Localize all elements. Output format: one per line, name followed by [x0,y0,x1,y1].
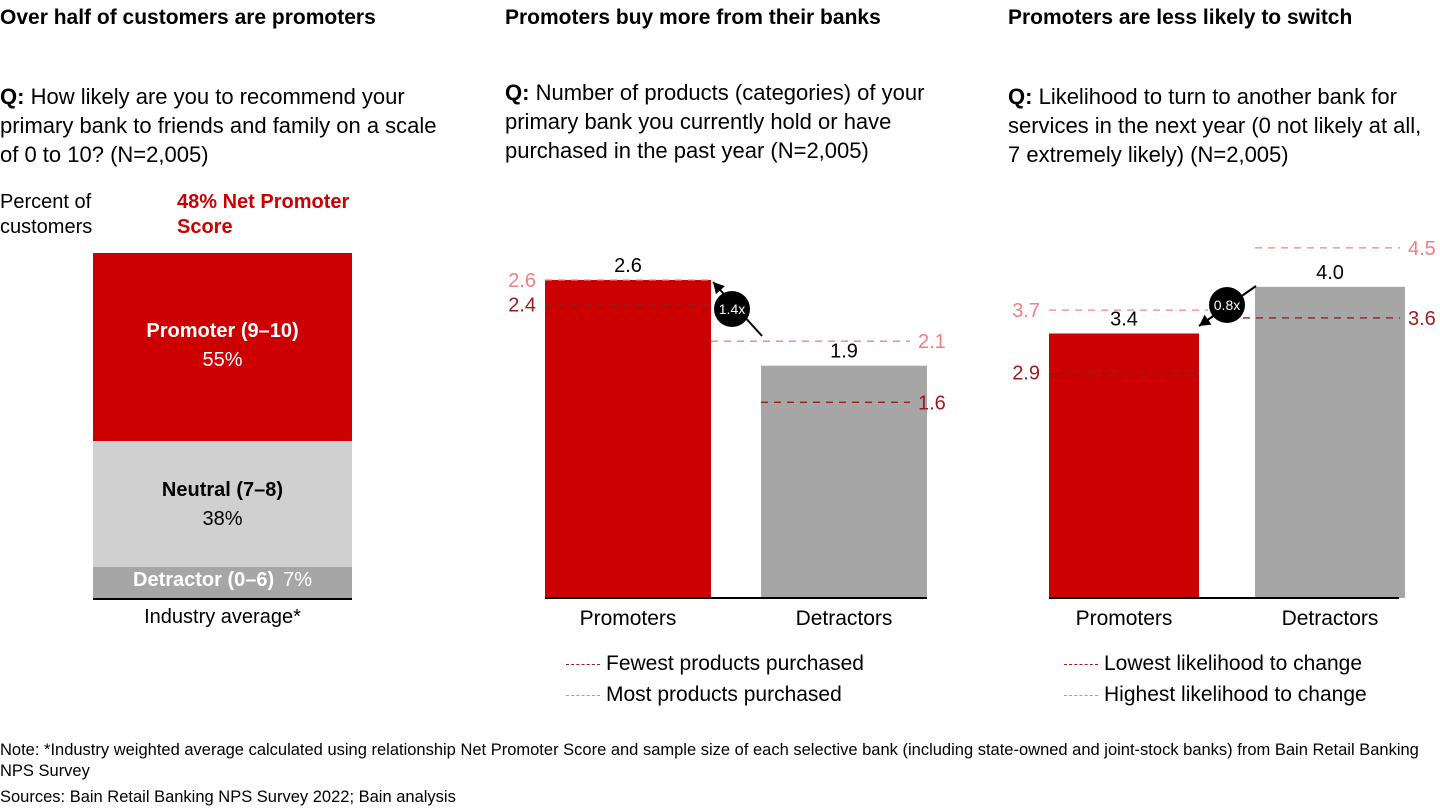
panel1-ylabel: Percent of customers [0,191,93,238]
range-low-label: 1.6 [918,392,946,414]
nps-label: 48% Net Promoter Score [177,191,350,238]
bar-promoters [545,280,711,598]
value-label: 1.9 [830,341,858,363]
range-low-label: 3.6 [1408,308,1436,330]
range-low-label: 2.4 [508,294,536,316]
panel2-legend-low: Fewest products purchased [566,652,864,676]
promoter-label: Promoter (9–10) 55% [146,320,299,371]
panel3-title: Promoters are less likely to switch [1008,6,1353,29]
segment-neutral [93,441,352,567]
footnote: Note: *Industry weighted average calcula… [0,741,1419,780]
category-label: Detractors [1282,607,1379,630]
panel2-legend-high: Most products purchased [566,683,842,707]
category-label: Promoters [1076,607,1173,630]
multiplier-circle [1209,287,1245,323]
range-high-label: 2.1 [918,331,946,353]
range-high-label: 2.6 [508,270,536,292]
panel1-xlabel: Industry average* [144,606,301,628]
bar-detractors [1255,286,1405,598]
multiplier-label: 1.4x [719,301,745,317]
arrow-head [713,282,725,295]
segment-detractor [93,567,352,598]
panel1-question: Q: How likely are you to recommend your … [0,84,437,167]
segment-promoter [93,253,352,441]
panel2-title: Promoters buy more from their banks [505,6,881,29]
value-label: 4.0 [1316,262,1344,284]
bar-detractors [761,365,927,598]
legend-dash-dark [1064,663,1098,665]
range-high-label: 4.5 [1408,238,1436,260]
detractor-label: Detractor (0–6) 7% [133,569,312,591]
panel3-legend-high: Highest likelihood to change [1064,683,1367,707]
legend-dash-light [1064,694,1098,696]
range-high-label: 3.7 [1012,300,1040,322]
panel2-chart: 2.6Promoters1.9Detractors2.62.42.11.61.4… [508,255,946,630]
category-label: Promoters [580,607,677,630]
arrow-head [1199,314,1212,326]
category-label: Detractors [796,607,893,630]
value-label: 2.6 [614,255,642,277]
legend-dash-dark [566,663,600,665]
legend-dash-light [566,694,600,696]
neutral-label: Neutral (7–8) 38% [161,479,284,530]
panel1-title: Over half of customers are promoters [0,6,376,29]
panel1-baseline [93,598,352,600]
value-label: 3.4 [1110,308,1138,330]
panel2-question: Q: Number of products (categories) of yo… [505,80,925,163]
panel3-legend-low: Lowest likelihood to change [1064,652,1362,676]
range-low-label: 2.9 [1012,362,1040,384]
bar-promoters [1049,333,1199,598]
sources: Sources: Bain Retail Banking NPS Survey … [0,788,456,806]
panel3-chart: 3.4 Promoters 4.0 Detractors 3.7 2.9 4.5 3.6 0.8… [1012,238,1436,630]
multiplier-label: 0.8x [1214,297,1240,313]
multiplier-circle [714,291,750,327]
panel3-question: Q: Likelihood to turn to another bank fo… [1008,84,1422,167]
